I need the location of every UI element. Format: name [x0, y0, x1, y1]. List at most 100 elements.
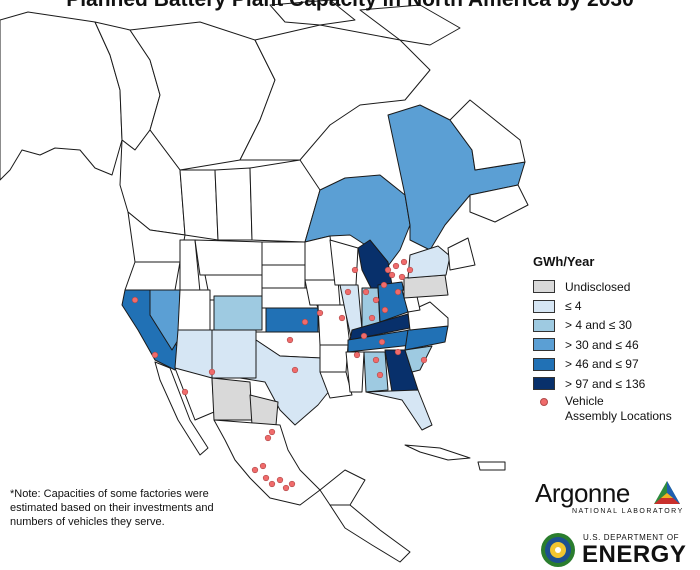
- region-maritimes: [469, 184, 529, 223]
- vehicle-assembly-dot: [360, 332, 368, 340]
- vehicle-assembly-dot: [400, 258, 408, 266]
- vehicle-assembly-dot: [286, 336, 294, 344]
- legend-dot-label-line2: Assembly Locations: [565, 409, 672, 424]
- region-nevada: [149, 289, 181, 351]
- region-baja-california: [154, 361, 209, 456]
- vehicle-assembly-dot: [378, 338, 386, 346]
- legend-dot-label-line1: Vehicle: [565, 394, 604, 409]
- argonne-name: Argonne: [535, 478, 630, 508]
- region-nunavut: [239, 24, 431, 161]
- legend-swatch: [533, 338, 555, 352]
- region-alberta: [179, 169, 219, 241]
- region-montana: [194, 239, 263, 276]
- doe-seal-icon: [541, 533, 575, 567]
- legend-item: > 30 and ≤ 46: [533, 335, 698, 354]
- legend-item: > 4 and ≤ 30: [533, 316, 698, 335]
- vehicle-assembly-dot: [362, 288, 370, 296]
- region-chihuahua: [211, 377, 253, 421]
- region-colorado: [213, 295, 263, 331]
- doe-line2: ENERGY: [582, 541, 687, 568]
- vehicle-assembly-dot: [353, 351, 361, 359]
- legend-swatch: [533, 299, 555, 313]
- region-cuba: [404, 444, 471, 461]
- vehicle-assembly-dot: [181, 388, 189, 396]
- vehicle-assembly-dot: [368, 314, 376, 322]
- region-kansas: [265, 307, 319, 333]
- legend-label: Undisclosed: [565, 279, 631, 294]
- vehicle-assembly-dot: [291, 366, 299, 374]
- vehicle-assembly-dot: [372, 296, 380, 304]
- region-south-carolina: [404, 345, 433, 373]
- region-pennsylvania: [403, 274, 449, 299]
- vehicle-assembly-dot: [388, 271, 396, 279]
- page-title: Planned Battery Plant Capacity in North …: [0, 0, 700, 12]
- region-north-dakota: [261, 241, 306, 266]
- vehicle-assembly-dot: [384, 266, 392, 274]
- vehicle-assembly-dot: [151, 351, 159, 359]
- vehicle-assembly-dot: [398, 273, 406, 281]
- region-arctic-island-2: [359, 4, 461, 46]
- region-oregon: [124, 261, 181, 291]
- vehicle-assembly-dot: [276, 476, 284, 484]
- region-saskatchewan: [214, 167, 253, 241]
- vehicle-assembly-dot: [268, 480, 276, 488]
- doe-line1: U.S. DEPARTMENT OF: [583, 533, 680, 542]
- region-arctic-island-1: [269, 0, 356, 26]
- vehicle-assembly-dot: [351, 266, 359, 274]
- vehicle-assembly-dot: [282, 484, 290, 492]
- vehicle-assembly-dot: [316, 309, 324, 317]
- region-mississippi: [345, 351, 365, 393]
- region-florida: [365, 389, 433, 431]
- legend-label: > 30 and ≤ 46: [565, 337, 639, 352]
- footnote: *Note: Capacities of some factories were…: [10, 488, 214, 528]
- vehicle-assembly-dot: [301, 318, 309, 326]
- argonne-triangle-icon: [654, 481, 680, 504]
- region-wisconsin: [329, 239, 359, 286]
- legend-item: > 97 and ≤ 136: [533, 374, 698, 393]
- legend-swatch: [533, 280, 555, 294]
- region-louisiana: [319, 371, 353, 399]
- vehicle-assembly-dot: [344, 288, 352, 296]
- vehicle-assembly-dot: [259, 462, 267, 470]
- region-new-mexico: [211, 329, 257, 379]
- vehicle-assembly-dot: [372, 356, 380, 364]
- legend-item-vehicle-assembly: Vehicle Assembly Locations: [533, 394, 698, 427]
- legend-label: > 46 and ≤ 97: [565, 357, 639, 372]
- region-labrador: [449, 99, 526, 171]
- region-new-england: [447, 237, 476, 271]
- vehicle-assembly-dot: [380, 281, 388, 289]
- argonne-logo: Argonne NATIONAL LABORATORY: [535, 478, 695, 518]
- region-new-york: [407, 245, 451, 279]
- vehicle-assembly-dot: [262, 474, 270, 482]
- legend-swatch: [533, 357, 555, 371]
- legend-swatch: [533, 377, 555, 391]
- map-legend: GWh/Year Undisclosed ≤ 4 > 4 and ≤ 30 > …: [533, 254, 698, 427]
- vehicle-assembly-dot: [394, 348, 402, 356]
- region-yucatan: [319, 469, 366, 506]
- legend-item: > 46 and ≤ 97: [533, 355, 698, 374]
- region-arkansas: [319, 344, 349, 373]
- doe-logo: U.S. DEPARTMENT OF ENERGY: [540, 530, 700, 570]
- legend-label: ≤ 4: [565, 299, 582, 314]
- vehicle-assembly-dot: [288, 480, 296, 488]
- vehicle-assembly-dot: [420, 356, 428, 364]
- vehicle-assembly-dot: [381, 306, 389, 314]
- vehicle-assembly-dot: [392, 262, 400, 270]
- legend-item: Undisclosed: [533, 277, 698, 296]
- vehicle-assembly-dot: [208, 368, 216, 376]
- legend-item: ≤ 4: [533, 296, 698, 315]
- region-hispaniola: [477, 461, 506, 471]
- legend-title: GWh/Year: [533, 254, 595, 269]
- legend-label: > 4 and ≤ 30: [565, 318, 632, 333]
- vehicle-assembly-dot: [406, 266, 414, 274]
- vehicle-assembly-dot: [264, 434, 272, 442]
- region-central-america: [329, 504, 411, 563]
- vehicle-assembly-dot: [376, 371, 384, 379]
- region-central-mexico: [213, 419, 321, 506]
- region-alabama: [363, 351, 389, 393]
- vehicle-assembly-dot: [268, 428, 276, 436]
- region-coahuila: [249, 394, 279, 426]
- legend-label: > 97 and ≤ 136: [565, 376, 646, 391]
- vehicle-assembly-dot-icon: [540, 398, 548, 407]
